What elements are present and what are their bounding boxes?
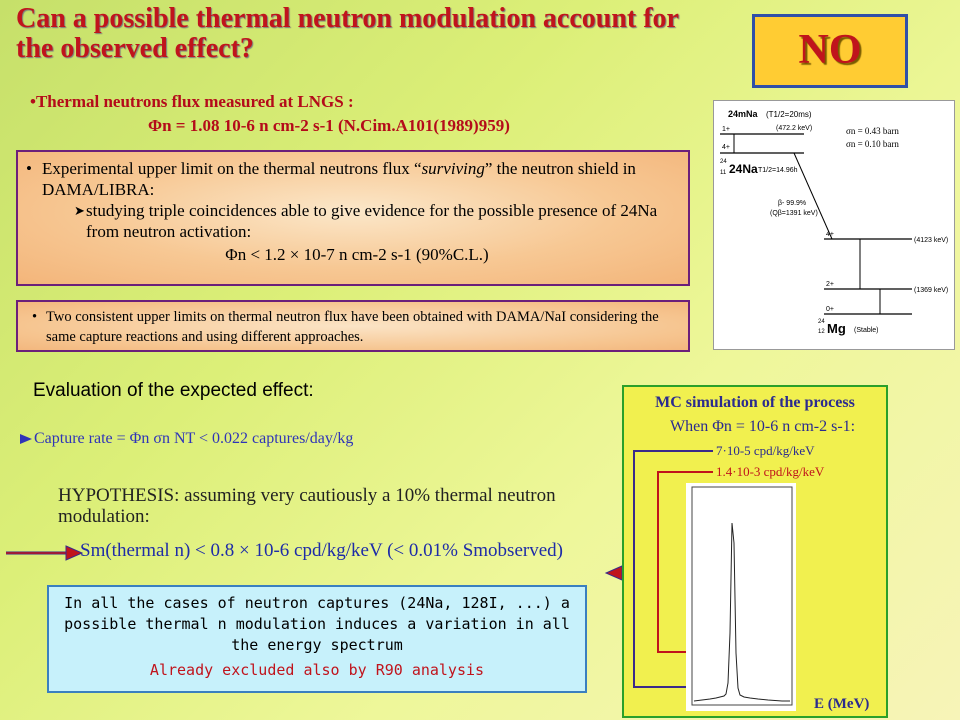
level-4plus: 4+	[826, 231, 834, 238]
consistent-limits-text: Two consistent upper limits on thermal n…	[46, 309, 659, 345]
experimental-limit-text: • Experimental upper limit on the therma…	[26, 159, 636, 199]
flux-value: Φn = 1.08 10-6 n cm-2 s-1 (N.Cim.A101(19…	[148, 116, 510, 136]
arrow-bullet-icon: ➤	[74, 203, 85, 218]
r90-note: Already excluded also by R90 analysis	[149, 661, 485, 679]
energy-1369: (1369 keV)	[914, 287, 948, 294]
consistent-limits-box: • Two consistent upper limits on thermal…	[16, 300, 690, 352]
mc-condition: When Φn = 10-6 n cm-2 s-1:	[670, 418, 856, 435]
modulation-estimate: Sm(thermal n) < 0.8 × 10-6 cpd/kg/keV (<…	[80, 540, 563, 561]
beta-branch: β- 99.9%	[778, 200, 806, 207]
mass-number: 24	[720, 159, 727, 165]
page-title: Can a possible thermal neutron modulatio…	[16, 3, 679, 64]
cross-section-1: σn = 0.43 barn	[846, 126, 899, 136]
na24-label: 24Na	[729, 162, 758, 176]
bullet-icon: •	[32, 309, 38, 325]
conclusion-text: In all the cases of neutron captures (24…	[64, 594, 570, 654]
spectrum-line	[693, 522, 790, 702]
answer-box: NO	[752, 14, 908, 88]
triple-coincidence-text: ➤ studying triple coincidences able to g…	[74, 201, 658, 241]
na24-halflife: T1/2=14.96h	[758, 167, 798, 174]
level-0plus: 0+	[826, 306, 834, 313]
mc-spectrum-svg	[691, 486, 793, 706]
cross-section-2: σn = 0.10 barn	[846, 139, 899, 149]
flux-limit: Φn < 1.2 × 10-7 n cm-2 s-1 (90%C.L.)	[225, 245, 489, 264]
isomer-energy: (472.2 keV)	[776, 125, 812, 132]
decay-scheme-diagram: 24mNa (T1/2=20ms) 1+ (472.2 keV) σn = 0.…	[713, 100, 955, 350]
plot-frame	[691, 486, 793, 706]
capture-rate: Capture rate = Φn σn NT < 0.022 captures…	[20, 430, 353, 448]
mg-mass-number: 24	[818, 319, 825, 325]
flux-heading: •Thermal neutrons flux measured at LNGS …	[30, 92, 354, 111]
mg-label: Mg	[827, 321, 846, 336]
mc-spectrum-plot	[686, 483, 796, 711]
energy-4123: (4123 keV)	[914, 237, 948, 244]
stable-label: (Stable)	[854, 327, 879, 334]
isomer-halflife: (T1/2=20ms)	[766, 110, 812, 119]
mc-simulation-panel: MC simulation of the process When Φn = 1…	[622, 385, 888, 718]
atomic-number: 11	[720, 170, 727, 176]
isomer-label: 24mNa	[728, 109, 759, 119]
q-beta: (Qβ=1391 keV)	[770, 210, 818, 217]
left-arrow-icon	[6, 545, 84, 561]
mc-label-low: 7·10-5 cpd/kg/keV	[716, 443, 815, 458]
experimental-limit-box: • Experimental upper limit on the therma…	[16, 150, 690, 286]
mc-label-high: 1.4·10-3 cpd/kg/keV	[716, 464, 825, 479]
flux-value-text: Φn = 1.08 10-6 n cm-2 s-1 (N.Cim.A101(19…	[148, 116, 510, 135]
mg-atomic-number: 12	[818, 329, 825, 335]
level-1plus: 1+	[722, 126, 730, 133]
evaluation-heading: Evaluation of the expected effect:	[33, 380, 314, 401]
capture-rate-text: Capture rate = Φn σn NT < 0.022 captures…	[34, 430, 354, 447]
mc-x-axis-label: E (MeV)	[814, 696, 870, 712]
decay-scheme-svg: 24mNa (T1/2=20ms) 1+ (472.2 keV) σn = 0.…	[720, 109, 948, 336]
bullet-icon: •	[26, 159, 32, 178]
conclusion-box: In all the cases of neutron captures (24…	[47, 585, 587, 693]
hypothesis-text: HYPOTHESIS: assuming very cautiously a 1…	[58, 485, 556, 527]
level-4plus-top: 4+	[722, 144, 730, 151]
triangle-bullet-icon	[20, 434, 32, 445]
mc-title: MC simulation of the process	[655, 394, 855, 411]
beta-decay-arrow	[793, 152, 833, 240]
level-2plus: 2+	[826, 281, 834, 288]
